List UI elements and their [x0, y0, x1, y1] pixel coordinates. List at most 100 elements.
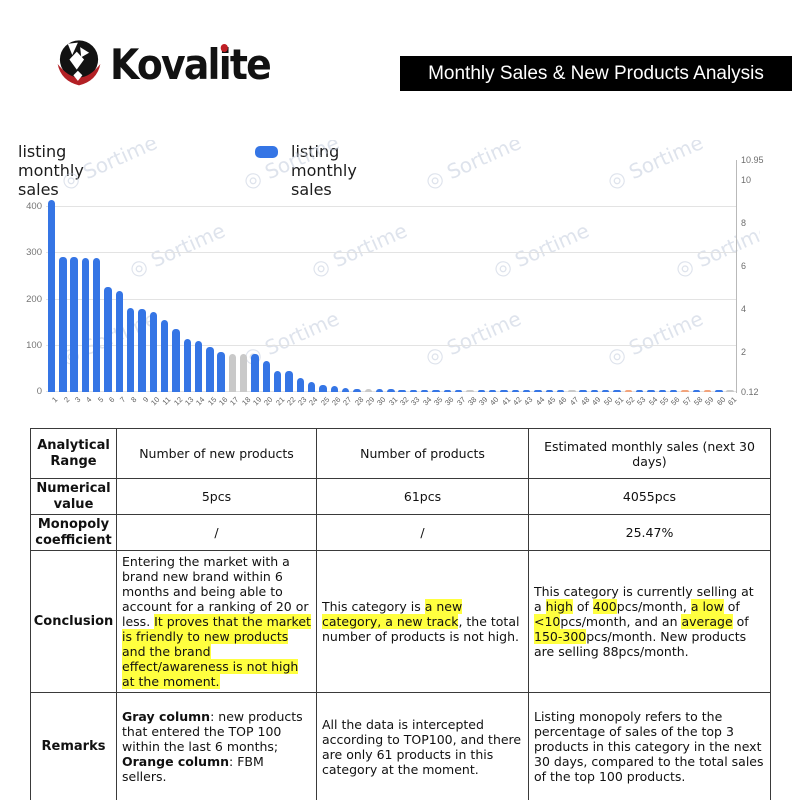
table-row-monopoly-coefficient: Monopoly coefficient / / 25.47% [30, 514, 771, 552]
kovalite-logo-icon [57, 40, 101, 86]
bar-38[interactable] [466, 389, 474, 392]
bar-37[interactable] [455, 389, 463, 392]
table-cell: This category is a new category, a new t… [316, 550, 529, 694]
table-cell: Listing monopoly refers to the percentag… [528, 692, 771, 800]
bar-5[interactable] [93, 257, 101, 392]
bar-25[interactable] [319, 384, 327, 392]
bar-46[interactable] [556, 389, 565, 392]
bar-59[interactable] [703, 389, 712, 392]
bar-32[interactable] [398, 389, 406, 392]
text-segment: Orange column [122, 754, 230, 770]
bar-22[interactable] [285, 371, 293, 392]
bar-2[interactable] [59, 256, 67, 392]
bar-43[interactable] [522, 389, 531, 392]
bar-24[interactable] [307, 381, 316, 392]
bar-56[interactable] [669, 389, 678, 392]
row-header: Remarks [30, 692, 117, 800]
right-axis-tick-label: 0.12 [741, 387, 759, 397]
bar-42[interactable] [511, 389, 519, 392]
bar-53[interactable] [635, 389, 644, 392]
text-segment: : FBM sellers. [122, 754, 264, 785]
chart-left-axis-title: listing monthly sales [18, 142, 84, 200]
left-axis-tick-label: 100 [26, 339, 42, 351]
bar-36[interactable] [443, 389, 452, 392]
chart-left-axis: 0 100 200 300 400 [0, 160, 42, 397]
bar-27[interactable] [341, 387, 350, 392]
right-axis-tick-label: 2 [741, 346, 747, 357]
text-segment: : new products that entered the TOP 100 … [122, 709, 303, 755]
highlighted-text: high [545, 599, 573, 615]
table-cell: All the data is intercepted according to… [316, 692, 529, 800]
bar-40[interactable] [488, 389, 497, 392]
bar-1[interactable] [47, 200, 56, 392]
text-segment: Gray column [122, 709, 211, 725]
bar-23[interactable] [296, 378, 305, 392]
table-row-analytical-range: Analytical Range Number of new products … [30, 428, 771, 479]
legend-label: listing monthly sales [291, 142, 357, 200]
bar-19[interactable] [251, 354, 259, 392]
bar-49[interactable] [590, 389, 599, 392]
left-axis-tick-label: 200 [26, 293, 42, 305]
bar-35[interactable] [432, 389, 440, 392]
bar-14[interactable] [194, 341, 203, 392]
text-segment: of [572, 599, 593, 615]
right-axis-tick-label: 4 [741, 303, 747, 314]
bar-17[interactable] [228, 353, 237, 392]
bar-54[interactable] [647, 389, 655, 392]
bar-8[interactable] [126, 308, 135, 392]
table-cell: 5pcs [116, 477, 317, 516]
bar-21[interactable] [274, 370, 282, 392]
bar-44[interactable] [534, 389, 542, 392]
gridline [46, 298, 736, 300]
bar-50[interactable] [602, 389, 610, 392]
table-cell: / [316, 514, 529, 552]
bar-41[interactable] [500, 389, 508, 392]
bar-30[interactable] [375, 389, 384, 392]
bar-4[interactable] [81, 257, 90, 392]
bar-3[interactable] [70, 257, 78, 392]
text-segment: of [723, 599, 740, 615]
bar-47[interactable] [568, 389, 576, 392]
bar-33[interactable] [409, 389, 418, 392]
bar-48[interactable] [579, 389, 587, 392]
bar-58[interactable] [692, 389, 700, 392]
bar-39[interactable] [477, 389, 486, 392]
table-cell: / [116, 514, 317, 552]
table-cell: Number of new products [116, 428, 317, 479]
bar-45[interactable] [545, 389, 553, 392]
bar-18[interactable] [240, 353, 248, 392]
bar-55[interactable] [658, 389, 666, 392]
bar-60[interactable] [715, 389, 723, 392]
bar-61[interactable] [726, 389, 734, 392]
chart-legend[interactable]: listing monthly sales [255, 142, 357, 200]
bar-52[interactable] [624, 389, 633, 392]
gridline [46, 252, 736, 254]
bar-16[interactable] [217, 352, 225, 392]
bar-29[interactable] [364, 389, 372, 392]
bar-28[interactable] [353, 388, 361, 392]
bar-51[interactable] [613, 389, 621, 392]
bar-57[interactable] [681, 389, 689, 392]
analysis-table: Analytical Range Number of new products … [30, 428, 771, 800]
text-segment: of [732, 614, 749, 630]
legend-swatch-icon [255, 146, 278, 158]
highlighted-text: 400 [592, 599, 617, 615]
bar-6[interactable] [104, 286, 112, 392]
bar-10[interactable] [149, 311, 157, 392]
bar-13[interactable] [183, 339, 191, 392]
bar-7[interactable] [115, 290, 124, 392]
bar-9[interactable] [138, 308, 146, 392]
bar-12[interactable] [172, 329, 180, 392]
right-axis-tick-label: 10 [741, 175, 752, 186]
bar-11[interactable] [160, 319, 169, 392]
bar-20[interactable] [262, 361, 271, 392]
bar-34[interactable] [421, 389, 429, 392]
bar-26[interactable] [330, 386, 338, 392]
bar-31[interactable] [387, 389, 395, 392]
bar-chart-plot-area[interactable]: 1 2 3 4 5 6 7 8 9 10 11 12 13 14 15 16 17 18 19 20 21 22 23 24 2… [46, 160, 738, 407]
bar-15[interactable] [206, 347, 214, 392]
logo-part-i: i [218, 40, 232, 89]
highlighted-text: 150-300 [534, 629, 587, 645]
text-segment: pcs/month, [616, 599, 691, 615]
chart-right-axis-line [736, 160, 737, 393]
